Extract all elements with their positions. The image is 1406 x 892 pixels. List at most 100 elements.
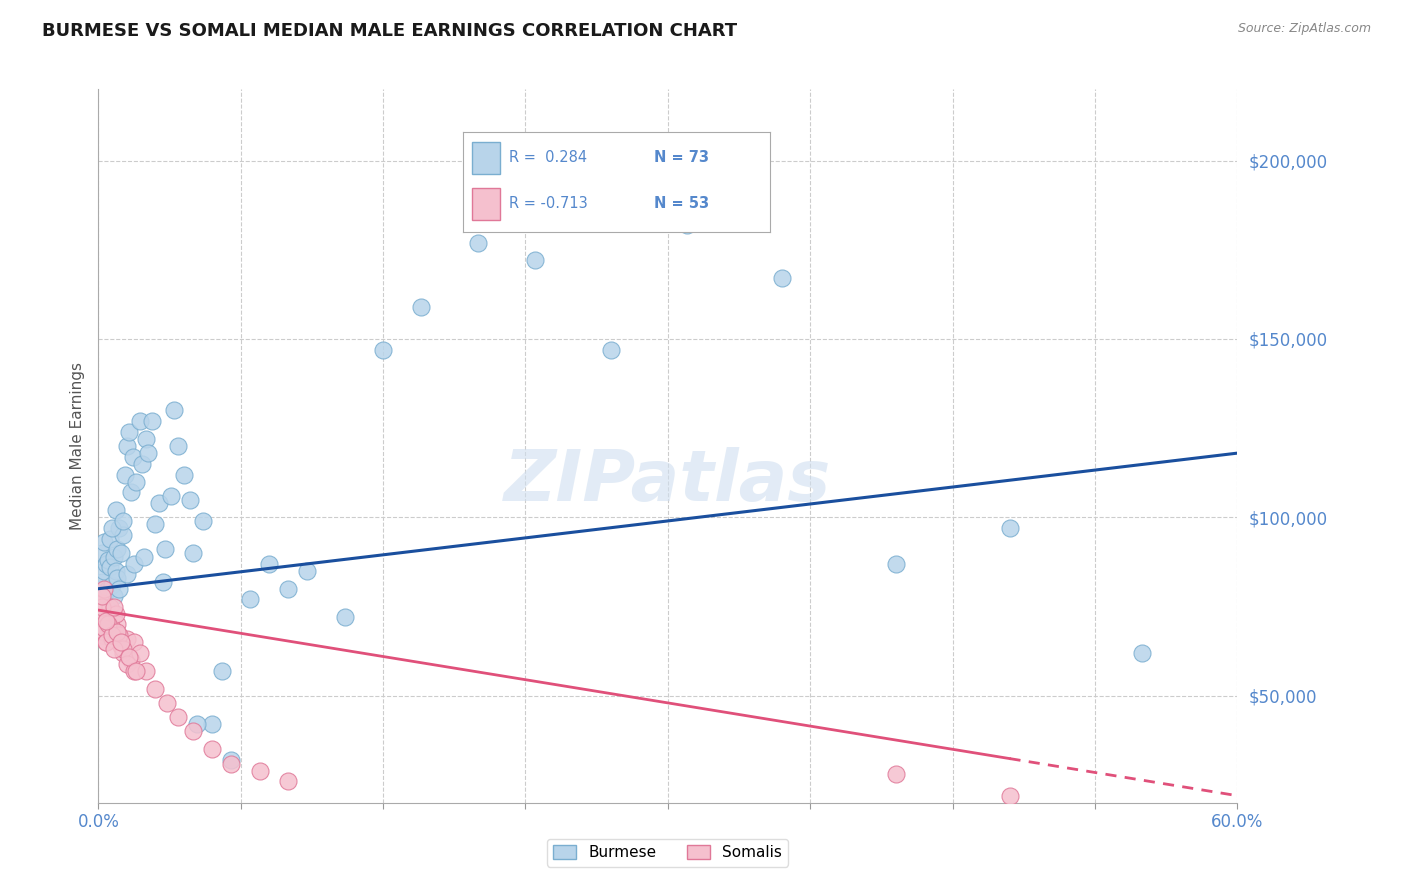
Point [100,632,122,646]
Point [129,646,152,660]
Point [89,582,111,596]
Point [104,503,127,517]
Point [98,621,121,635]
Point [104,607,127,621]
Point [201,742,224,756]
Point [148,496,170,510]
Point [163,403,186,417]
Point [179,492,201,507]
Point [112,528,135,542]
Point [112,514,135,528]
Point [104,564,127,578]
Point [131,457,153,471]
Point [98,617,121,632]
Point [1132,646,1154,660]
Point [145,681,167,696]
Legend: Burmese, Somalis: Burmese, Somalis [547,839,789,866]
Point [91,574,114,589]
Point [97,617,120,632]
Point [93,621,115,635]
Point [371,343,394,357]
Point [124,635,146,649]
Point [115,567,138,582]
Point [259,557,281,571]
Point [98,599,121,614]
Point [103,589,125,603]
Point [103,607,125,621]
Point [152,574,174,589]
Point [108,521,131,535]
Point [112,646,135,660]
Point [91,617,114,632]
Point [124,664,146,678]
Point [94,614,117,628]
Text: BURMESE VS SOMALI MEDIAN MALE EARNINGS CORRELATION CHART: BURMESE VS SOMALI MEDIAN MALE EARNINGS C… [42,22,737,40]
Point [335,610,357,624]
Point [125,475,148,489]
Point [884,557,907,571]
Point [118,425,141,439]
Point [100,521,122,535]
Point [467,235,489,250]
Point [94,635,117,649]
Point [145,517,167,532]
Point [97,582,120,596]
Point [94,635,117,649]
Point [129,414,152,428]
Point [91,589,114,603]
Point [524,253,547,268]
Point [124,557,146,571]
Point [110,546,132,560]
Point [100,578,122,592]
Point [108,628,131,642]
Point [103,642,125,657]
Point [167,710,190,724]
Point [884,767,907,781]
Point [91,596,114,610]
Point [108,582,131,596]
Point [100,628,122,642]
Point [136,446,159,460]
Point [201,717,224,731]
Point [91,628,114,642]
Point [114,467,136,482]
Point [93,582,115,596]
Point [115,657,138,671]
Point [277,582,299,596]
Point [93,610,115,624]
Point [110,635,132,649]
Point [115,439,138,453]
Point [97,614,120,628]
Point [94,585,117,599]
Point [115,632,138,646]
Point [104,628,127,642]
Point [211,664,233,678]
Point [159,489,181,503]
Point [110,639,132,653]
Point [103,599,125,614]
Point [98,560,121,574]
Point [112,642,135,657]
Point [89,610,111,624]
Point [98,532,121,546]
Point [94,557,117,571]
Point [191,514,214,528]
Point [141,414,163,428]
Point [173,467,195,482]
Point [135,664,157,678]
Point [132,549,155,564]
Point [125,664,148,678]
Point [118,649,141,664]
Point [153,542,176,557]
Point [600,343,623,357]
Point [94,599,117,614]
Point [107,624,129,639]
Point [93,628,115,642]
Point [94,614,117,628]
Point [93,535,115,549]
Point [120,653,142,667]
Point [221,756,243,771]
Point [186,717,208,731]
Point [93,564,115,578]
Point [998,789,1021,803]
